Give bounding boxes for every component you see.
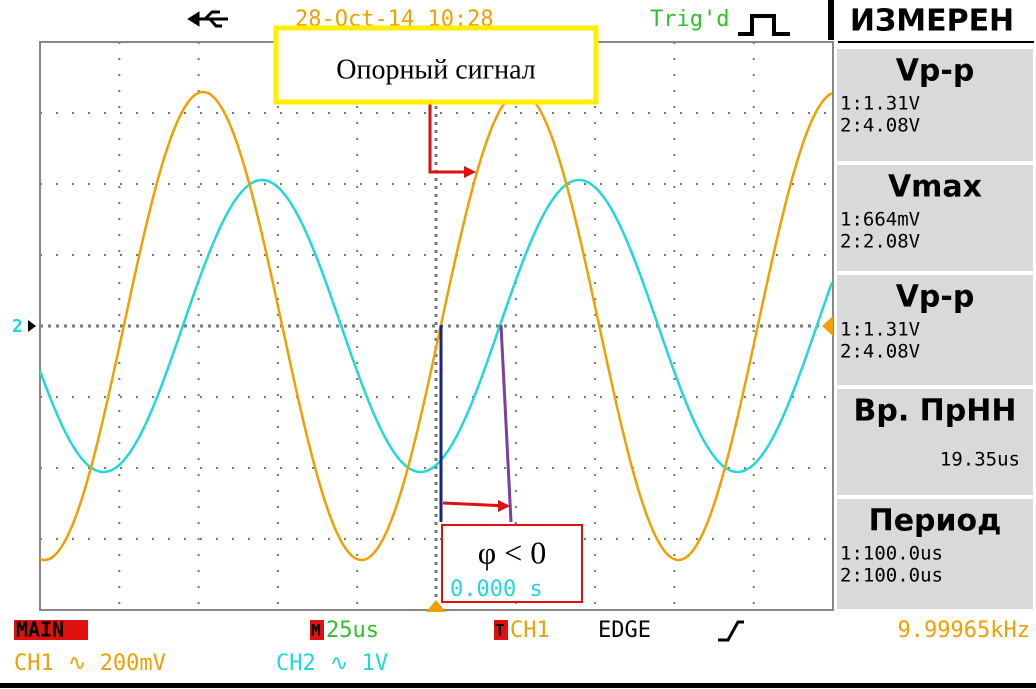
trigger-icon [738, 14, 790, 36]
measurement-value: 1:664mV [840, 209, 920, 231]
ch2-waveform [38, 178, 834, 474]
menu-title: ИЗМЕРЕН [850, 4, 1014, 39]
usb-icon [187, 10, 228, 28]
measurement-value: 1:1.31V [840, 93, 920, 115]
timebase-icon: M [311, 621, 321, 640]
measurement-value: 1:1.31V [840, 319, 920, 341]
channel-marker-arrow [28, 320, 36, 332]
measurement-panel: Vp-p1:1.31V2:4.08VVmax1:664mV2:2.08VVp-p… [835, 47, 1035, 611]
signal-crossing-line [499, 324, 513, 523]
ch1-scale: ∿ 200mV [68, 651, 166, 676]
trigger-icon-bg [494, 620, 508, 640]
trigger-status: Trig'd [650, 7, 729, 32]
measurement-box [835, 47, 1035, 163]
mode: MAIN [16, 618, 64, 642]
ch1-label: CH1 [14, 651, 54, 676]
ch2-scale: ∿ 1V [330, 651, 388, 676]
waveforms [38, 90, 834, 562]
measurement-name: Вр. ПрНН [854, 394, 1017, 429]
measurement-value: 2:100.0us [840, 565, 943, 587]
trigger-type: EDGE [598, 618, 651, 643]
grid [40, 42, 833, 610]
measurement-name: Vp-p [896, 280, 975, 315]
measurement-value: 2:4.08V [840, 115, 920, 137]
measurement-name: Vp-p [896, 54, 975, 89]
trigger-slope [718, 620, 744, 642]
measurement-box [835, 163, 1035, 273]
measurement-box [835, 273, 1035, 387]
measurement-name: Vmax [888, 170, 982, 205]
menu-divider [828, 0, 834, 40]
reference-arrow-head [464, 166, 476, 178]
mode-badge [14, 620, 88, 640]
trigger-pos-marker-bottom [426, 600, 446, 612]
measurement-value: 2:4.08V [840, 341, 920, 363]
reference-label-box [273, 25, 599, 105]
trigger-source: CH1 [510, 618, 550, 643]
measurement-value: 1:100.0us [840, 543, 943, 565]
trigger-source-icon: T [495, 621, 505, 640]
ch2-label: CH2 [276, 651, 316, 676]
measurement-box [835, 497, 1035, 611]
timebase-icon-bg [310, 620, 324, 640]
timebase: 25us [326, 618, 379, 643]
measurement-value: 19.35us [940, 449, 1020, 471]
time-offset: 0.000 s [450, 577, 543, 602]
measurement-box [835, 387, 1035, 497]
phase-label-box [441, 524, 583, 603]
trigger-level-marker [822, 316, 833, 336]
reference-label: Опорный сигнал [336, 54, 536, 85]
phase-label: φ < 0 [478, 534, 547, 570]
bottom-rule [0, 683, 1036, 688]
phase-arrow [442, 501, 509, 508]
phase-arrow-head [498, 500, 510, 512]
ch1-waveform [39, 90, 833, 562]
channel-marker: 2 [12, 316, 23, 337]
measurement-value: 2:2.08V [840, 231, 920, 253]
measurement-name: Период [869, 504, 1002, 539]
frequency: 9.99965kHz [898, 618, 1030, 643]
